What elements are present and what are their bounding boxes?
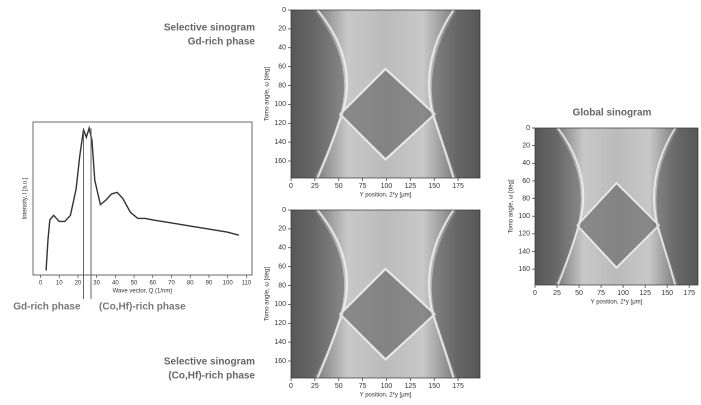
- y-tick-label: 40: [522, 160, 530, 167]
- plot-frame: [290, 9, 481, 179]
- plot-frame: [290, 209, 481, 379]
- y-tick-label: 0: [282, 7, 286, 14]
- envelope-right: [431, 10, 480, 178]
- y-tick-label: 100: [274, 101, 286, 108]
- diamond: [340, 270, 435, 358]
- y-tick-label: 80: [278, 282, 286, 289]
- x-axis-label: Y position, 2*y [μm]: [360, 193, 412, 199]
- x-tick-label: 0: [533, 290, 537, 297]
- x-tick-label: 0: [289, 183, 293, 190]
- y-tick-label: 120: [274, 320, 286, 327]
- y-axis-label: Intensity, I [a.u.]: [23, 177, 29, 219]
- x-tick-label: 90: [206, 281, 213, 287]
- x-tick-label: 150: [661, 290, 673, 297]
- x-tick-label: 125: [639, 290, 651, 297]
- sinogram-image: [535, 127, 698, 286]
- x-tick-label: 70: [168, 281, 175, 287]
- x-tick-label: 10: [56, 281, 63, 287]
- data-line: [45, 125, 240, 271]
- sinogram-image: [291, 9, 480, 179]
- x-tick-label: 175: [452, 183, 464, 190]
- diamond: [340, 70, 435, 158]
- plot-frame: [32, 121, 253, 276]
- y-axis-label: Tomo angle, ω [deg]: [265, 267, 271, 321]
- x-tick-label: 80: [187, 281, 194, 287]
- x-tick-label: 60: [149, 281, 156, 287]
- x-tick-label: 50: [575, 290, 583, 297]
- y-tick-label: 140: [274, 139, 286, 146]
- panel-title: Global sinogram: [573, 108, 652, 119]
- x-tick-label: 175: [452, 383, 464, 390]
- y-tick-label: 160: [274, 358, 286, 365]
- x-tick-label: 40: [112, 281, 119, 287]
- x-tick-label: 50: [131, 281, 138, 287]
- envelope-left: [535, 128, 581, 285]
- x-tick-label: 25: [311, 183, 319, 190]
- x-tick-label: 20: [75, 281, 82, 287]
- phase-label: Gd-rich phase: [13, 302, 81, 313]
- x-tick-label: 75: [359, 383, 367, 390]
- y-tick-label: 100: [274, 301, 286, 308]
- envelope-right: [656, 128, 698, 285]
- x-tick-label: 125: [404, 183, 416, 190]
- x-axis-label: Y position, 2*y [μm]: [360, 393, 412, 399]
- x-tick-label: 25: [311, 383, 319, 390]
- x-tick-label: 110: [242, 281, 252, 287]
- panel-title: (Co,Hf)-rich phase: [168, 371, 255, 382]
- x-tick-label: 75: [359, 183, 367, 190]
- bright-curves: [316, 209, 455, 379]
- x-tick-label: 0: [289, 383, 293, 390]
- sinogram-image: [291, 209, 480, 379]
- phase-label: (Co,Hf)-rich phase: [99, 302, 186, 313]
- plot-frame: [534, 127, 699, 286]
- x-tick-label: 25: [553, 290, 561, 297]
- x-tick-label: 125: [404, 383, 416, 390]
- x-tick-label: 150: [428, 183, 440, 190]
- x-axis-label: Y position, 2*y [μm]: [591, 300, 643, 306]
- panel-title: Gd-rich phase: [188, 37, 256, 48]
- x-tick-label: 50: [335, 383, 343, 390]
- envelope-left: [291, 10, 345, 178]
- envelope-right: [431, 210, 480, 378]
- y-tick-label: 40: [278, 245, 286, 252]
- y-tick-label: 160: [274, 158, 286, 165]
- y-tick-label: 60: [522, 178, 530, 185]
- y-tick-label: 120: [274, 120, 286, 127]
- y-axis-label: Tomo angle, ω [deg]: [509, 179, 515, 233]
- y-tick-label: 160: [518, 266, 530, 273]
- y-tick-label: 60: [278, 63, 286, 70]
- envelope-left: [291, 210, 345, 378]
- y-axis-label: Tomo angle, ω [deg]: [265, 67, 271, 121]
- y-tick-label: 100: [518, 213, 530, 220]
- y-tick-label: 60: [278, 263, 286, 270]
- x-tick-label: 100: [617, 290, 629, 297]
- y-tick-label: 20: [278, 26, 286, 33]
- y-tick-label: 120: [518, 231, 530, 238]
- y-tick-label: 80: [278, 82, 286, 89]
- y-tick-label: 40: [278, 45, 286, 52]
- x-tick-label: 150: [428, 383, 440, 390]
- x-axis-label: Wave vector, Q (1/nm): [113, 289, 173, 295]
- diamond: [577, 184, 659, 267]
- y-tick-label: 80: [522, 195, 530, 202]
- x-tick-label: 175: [683, 290, 695, 297]
- bright-curves: [556, 127, 677, 286]
- x-tick-label: 75: [597, 290, 605, 297]
- x-tick-label: 30: [93, 281, 100, 287]
- y-tick-label: 0: [526, 125, 530, 132]
- x-tick-label: 50: [335, 183, 343, 190]
- x-tick-label: 100: [381, 383, 393, 390]
- panel-title: Selective sinogram: [164, 357, 255, 368]
- x-tick-label: 100: [381, 183, 393, 190]
- y-tick-label: 140: [274, 339, 286, 346]
- x-tick-label: 100: [223, 281, 234, 287]
- y-tick-label: 20: [278, 226, 286, 233]
- x-tick-label: 0: [39, 281, 43, 287]
- y-tick-label: 20: [522, 142, 530, 149]
- y-tick-label: 0: [282, 207, 286, 214]
- y-tick-label: 140: [518, 248, 530, 255]
- bright-curves: [316, 9, 455, 179]
- panel-title: Selective sinogram: [164, 23, 255, 34]
